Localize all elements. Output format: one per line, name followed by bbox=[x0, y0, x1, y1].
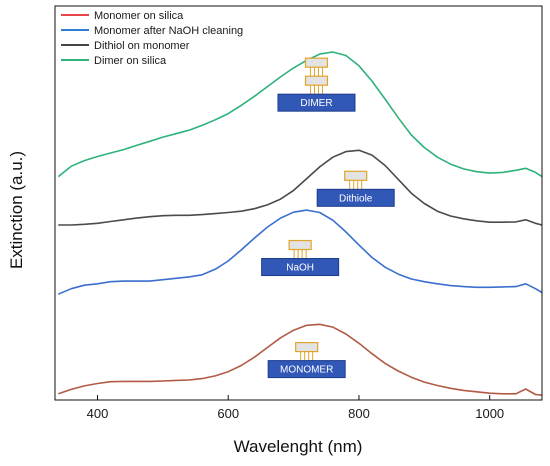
x-axis-title: Wavelenght (nm) bbox=[234, 437, 363, 456]
series-line-4 bbox=[57, 51, 543, 178]
badge-box bbox=[316, 188, 395, 207]
schematic-naoh: NaOH bbox=[261, 239, 340, 277]
legend-entry: Monomer after NaOH cleaning bbox=[61, 25, 243, 37]
particle-block bbox=[304, 57, 329, 68]
particle-block bbox=[344, 170, 368, 181]
x-ticks: 400 600 800 1000 bbox=[87, 395, 504, 421]
x-tick-label: 600 bbox=[217, 406, 239, 421]
x-tick-label: 800 bbox=[348, 406, 370, 421]
series-line-1 bbox=[58, 323, 543, 396]
legend-entry: Dithiol on monomer bbox=[61, 40, 190, 52]
x-tick-label: 400 bbox=[87, 406, 109, 421]
legend-entry: Monomer on silica bbox=[61, 10, 184, 22]
badge-label: DIMER bbox=[300, 98, 332, 109]
x-tick-label: 1000 bbox=[475, 406, 504, 421]
schematic-dimer: DIMER bbox=[277, 57, 356, 112]
series-line-3 bbox=[58, 149, 543, 226]
schematic-monomer: MONOMER bbox=[267, 341, 346, 379]
badge-box bbox=[261, 258, 340, 277]
particle-block bbox=[295, 341, 319, 353]
y-axis-title: Extinction (a.u.) bbox=[7, 151, 26, 269]
legend-label: Dithiol on monomer bbox=[94, 40, 190, 52]
annotation-layer: DIMER Dithiole NaOH MONOMER bbox=[261, 57, 395, 379]
legend-entry: Dimer on silica bbox=[61, 55, 167, 67]
badge-label: MONOMER bbox=[280, 365, 333, 376]
legend: Monomer on silica Monomer after NaOH clea… bbox=[61, 10, 243, 67]
plot-frame bbox=[54, 5, 543, 401]
badge-label: Dithiole bbox=[339, 193, 373, 204]
legend-label: Monomer on silica bbox=[94, 10, 184, 22]
schematic-dithiole: Dithiole bbox=[316, 170, 395, 207]
particle-block bbox=[288, 239, 312, 251]
legend-label: Monomer after NaOH cleaning bbox=[94, 25, 243, 37]
legend-label: Dimer on silica bbox=[94, 55, 167, 67]
series-line-2 bbox=[57, 209, 543, 295]
badge-label: NaOH bbox=[286, 263, 314, 274]
badge-box bbox=[267, 360, 346, 379]
particle-block bbox=[304, 75, 329, 86]
badge-box bbox=[277, 93, 356, 112]
axes bbox=[54, 5, 543, 401]
